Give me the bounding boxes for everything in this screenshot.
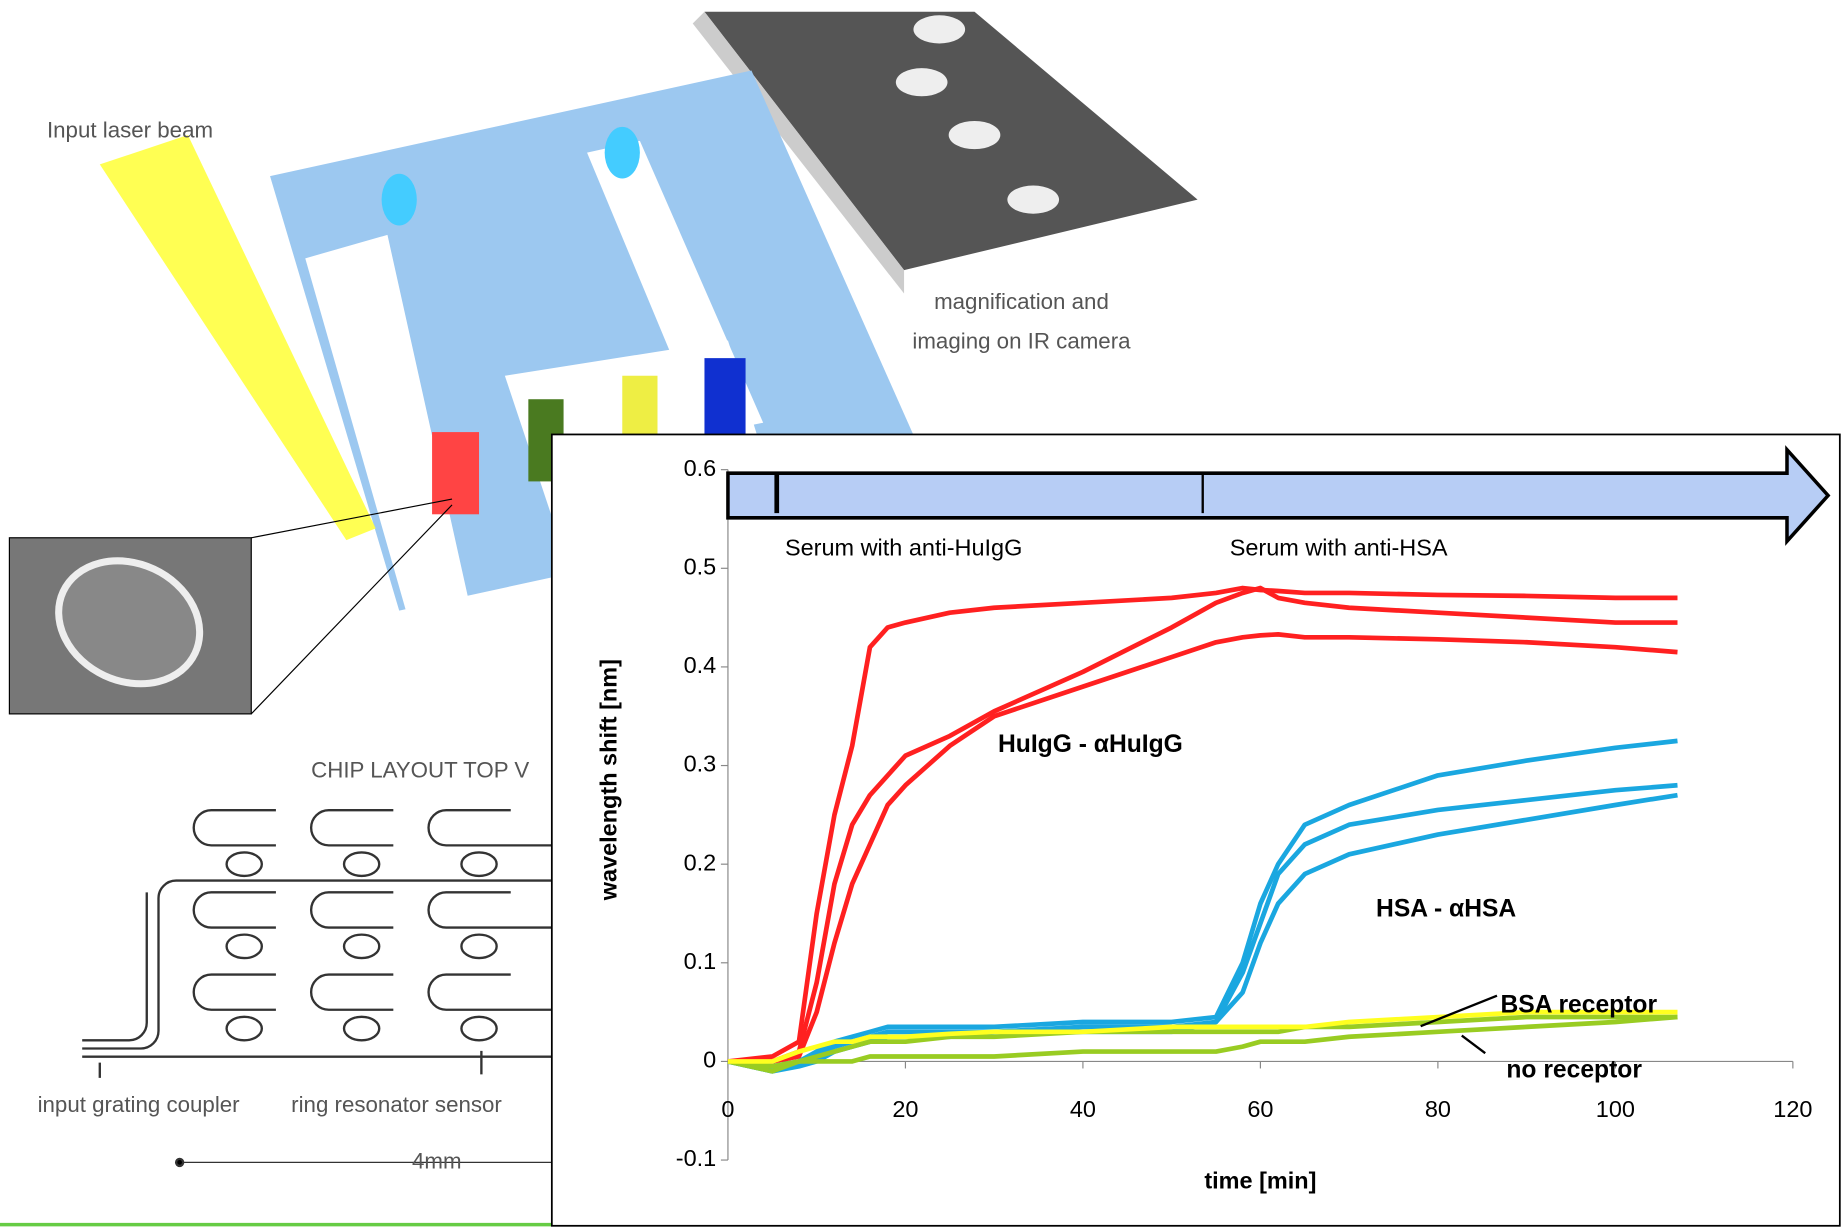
- laser-label: Input laser beam: [47, 117, 213, 142]
- ring-label: ring resonator sensor: [291, 1092, 502, 1117]
- y-tick-label: 0: [703, 1047, 716, 1073]
- y-tick-label: 0.1: [684, 948, 717, 974]
- camera-label: imaging on IR camera: [912, 329, 1131, 354]
- y-tick-label: -0.1: [676, 1145, 716, 1171]
- coupler-label: input grating coupler: [38, 1092, 241, 1117]
- layout-title: CHIP LAYOUT TOP V: [311, 757, 529, 782]
- camera-image: [704, 11, 1198, 271]
- x-tick-label: 0: [721, 1096, 734, 1122]
- chip-layout: [82, 808, 552, 1168]
- chart: -0.100.10.20.30.40.50.60 20 40 60 80 100 120ti…: [596, 445, 1831, 1194]
- event-label: Serum with anti-HSA: [1230, 535, 1448, 561]
- annotation: HSA - αHSA: [1376, 895, 1516, 922]
- chart-panel: [550, 433, 1841, 1227]
- annotation: HuIgG - αHuIgG: [998, 731, 1183, 758]
- annotation: BSA receptor: [1501, 992, 1658, 1019]
- y-axis-label: wavelength shift [nm]: [596, 659, 622, 901]
- x-tick-label: 40: [1070, 1096, 1096, 1122]
- series-line: [727, 585, 1678, 1064]
- x-tick-label: 20: [892, 1096, 918, 1122]
- y-tick-label: 0.2: [684, 849, 717, 875]
- x-tick-label: 80: [1425, 1096, 1451, 1122]
- sem-inset: [8, 498, 453, 715]
- x-axis-label: time [min]: [1204, 1168, 1316, 1194]
- y-tick-label: 0.5: [684, 554, 717, 580]
- series-line: [727, 782, 1678, 1074]
- series-line: [727, 632, 1678, 1064]
- x-tick-label: 60: [1247, 1096, 1273, 1122]
- series-line: [727, 585, 1678, 1064]
- annotation: no receptor: [1506, 1056, 1642, 1083]
- sensor: [432, 432, 480, 515]
- x-tick-label: 100: [1596, 1096, 1635, 1122]
- annotation-arrow: [1461, 1034, 1486, 1055]
- timeline-arrow: [726, 445, 1831, 546]
- y-tick-label: 0.6: [684, 455, 717, 481]
- series-line: [727, 1014, 1678, 1069]
- series-line: [727, 1009, 1678, 1064]
- event-label: Serum with anti-HuIgG: [785, 535, 1022, 561]
- x-tick-label: 120: [1773, 1096, 1812, 1122]
- laser-beam: [99, 135, 376, 541]
- y-tick-label: 0.3: [684, 751, 717, 777]
- scale-label: 4mm: [412, 1148, 462, 1173]
- annotation-arrow: [1420, 994, 1498, 1028]
- y-tick-label: 0.4: [684, 652, 717, 678]
- camera-label: magnification and: [934, 289, 1109, 314]
